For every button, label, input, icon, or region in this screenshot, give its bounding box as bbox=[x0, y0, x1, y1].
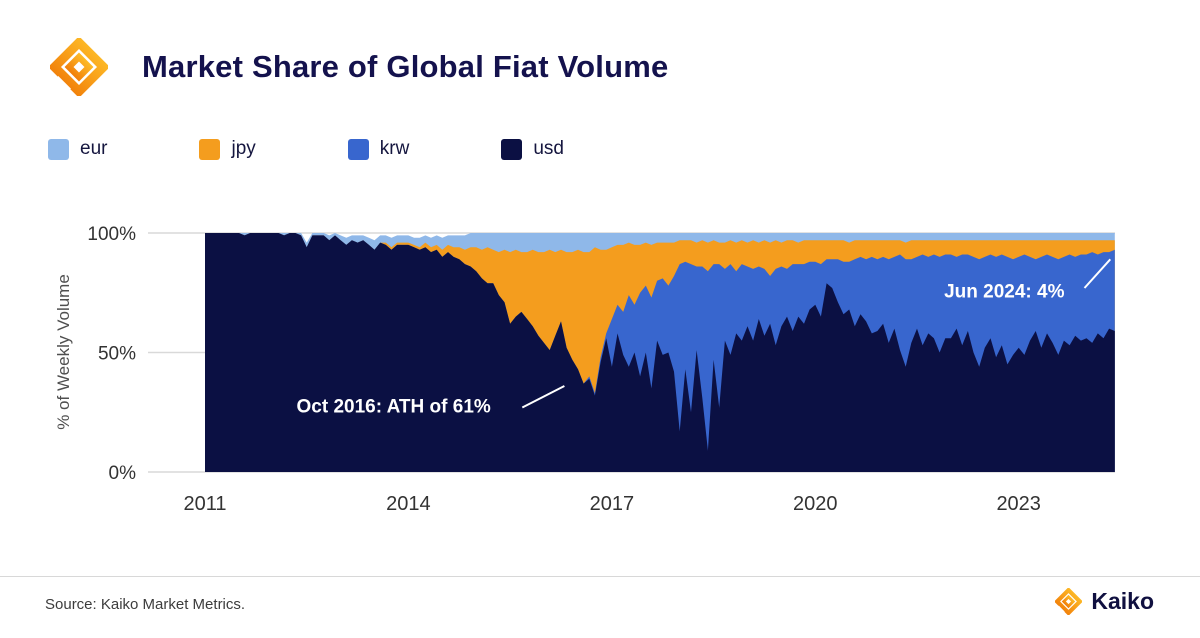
legend-item-jpy: jpy bbox=[199, 138, 256, 160]
annotation-text: Oct 2016: ATH of 61% bbox=[297, 396, 491, 417]
legend-swatch-krw bbox=[347, 138, 369, 160]
page-title: Market Share of Global Fiat Volume bbox=[142, 49, 669, 84]
header: Market Share of Global Fiat Volume bbox=[50, 38, 668, 96]
legend-swatch-jpy bbox=[199, 138, 221, 160]
y-axis-title: % of Weekly Volume bbox=[54, 274, 73, 430]
legend-label-eur: eur bbox=[80, 138, 108, 159]
legend-swatch-usd bbox=[501, 138, 523, 160]
brand-name: Kaiko bbox=[1091, 588, 1154, 614]
x-tick-label: 2020 bbox=[793, 493, 838, 515]
area-usd bbox=[205, 233, 1115, 472]
chart-legend: eur jpy krw usd bbox=[48, 138, 564, 160]
kaiko-logo-icon bbox=[50, 38, 108, 96]
legend-label-usd: usd bbox=[533, 138, 564, 159]
legend-label-jpy: jpy bbox=[231, 138, 256, 159]
x-tick-label: 2014 bbox=[386, 493, 431, 515]
kaiko-logo-icon-small bbox=[1055, 588, 1083, 615]
footer-divider bbox=[0, 576, 1200, 577]
x-tick-label: 2023 bbox=[996, 493, 1041, 515]
annotation-pointer bbox=[1083, 258, 1112, 289]
legend-label-krw: krw bbox=[379, 138, 410, 159]
legend-item-krw: krw bbox=[347, 138, 410, 160]
annotation-pointer bbox=[521, 385, 565, 409]
annotation-text: Jun 2024: 4% bbox=[944, 282, 1064, 303]
y-tick-label: 0% bbox=[109, 463, 137, 484]
legend-swatch-eur bbox=[48, 138, 69, 160]
legend-item-eur: eur bbox=[48, 138, 107, 160]
legend-item-usd: usd bbox=[501, 138, 564, 160]
source-text: Source: Kaiko Market Metrics. bbox=[45, 596, 246, 613]
brand-footer: Kaiko bbox=[1055, 588, 1154, 615]
x-tick-label: 2017 bbox=[590, 493, 635, 515]
x-tick-label: 2011 bbox=[183, 493, 226, 515]
y-tick-label: 100% bbox=[87, 224, 136, 245]
y-tick-label: 50% bbox=[98, 344, 136, 365]
